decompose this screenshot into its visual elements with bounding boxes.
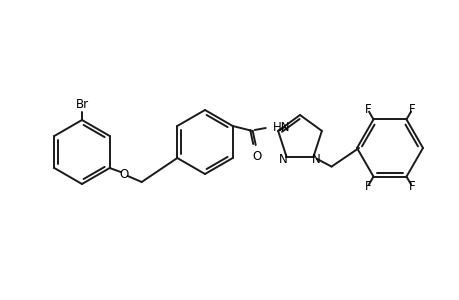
Text: Br: Br bbox=[75, 98, 89, 111]
Text: F: F bbox=[364, 180, 370, 193]
Text: F: F bbox=[408, 103, 414, 116]
Text: O: O bbox=[119, 167, 128, 181]
Text: HN: HN bbox=[272, 121, 290, 134]
Text: F: F bbox=[408, 180, 414, 193]
Text: F: F bbox=[364, 103, 370, 116]
Text: N: N bbox=[279, 153, 287, 166]
Text: N: N bbox=[312, 153, 320, 166]
Text: O: O bbox=[252, 150, 261, 163]
